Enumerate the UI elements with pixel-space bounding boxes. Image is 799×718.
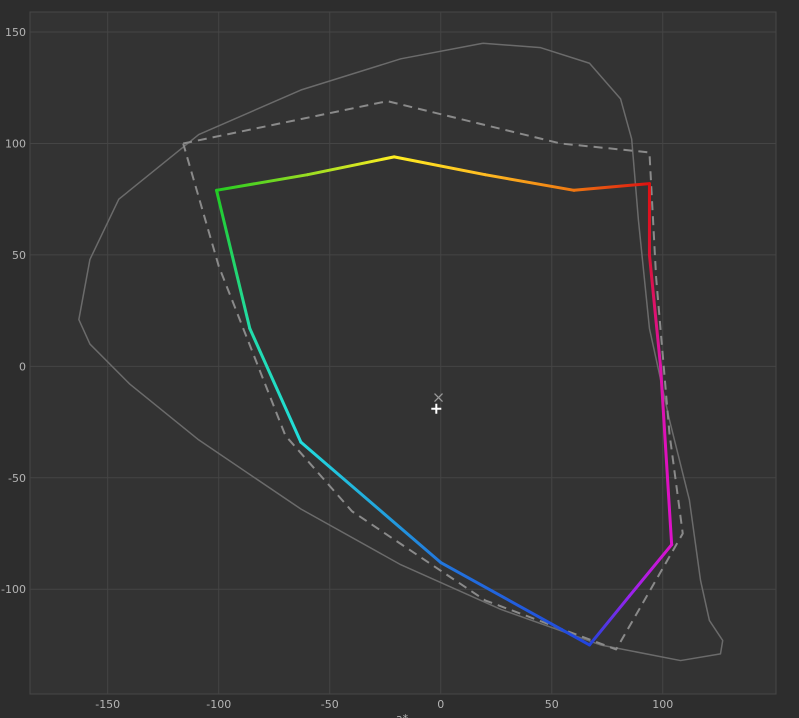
y-tick-label: 150 <box>5 26 26 39</box>
gamut-edge <box>572 182 651 192</box>
y-tick-label: -100 <box>1 583 26 596</box>
gamut-edge <box>439 561 591 647</box>
x-tick-label: -100 <box>206 698 231 711</box>
marker-cross <box>434 393 443 403</box>
gamut-edge <box>299 440 443 565</box>
x-tick-label: 100 <box>652 698 673 711</box>
gamut-edge <box>215 173 310 192</box>
gamut-edge <box>588 594 631 647</box>
x-axis-label: a* <box>396 712 409 718</box>
gamut-edge <box>392 155 487 177</box>
x-tick-label: 0 <box>437 698 444 711</box>
gamut-edge <box>647 253 663 368</box>
y-tick-label: 100 <box>5 137 26 150</box>
gamut-edge <box>659 364 674 547</box>
gamut-edge <box>215 188 252 330</box>
y-tick-label: -50 <box>8 472 26 485</box>
y-tick-label: 0 <box>19 360 26 373</box>
gamut-outline <box>78 42 724 662</box>
gamut-edge <box>306 155 396 177</box>
plot-area <box>29 11 777 695</box>
marker-plus <box>431 403 442 414</box>
gamut-edge <box>483 173 576 192</box>
gamut-edge <box>248 326 303 444</box>
y-tick-label: 50 <box>12 249 26 262</box>
x-tick-label: -50 <box>321 698 339 711</box>
gamut-dashed <box>182 100 684 651</box>
x-tick-label: 50 <box>545 698 559 711</box>
x-tick-label: -150 <box>95 698 120 711</box>
gamut-edge <box>627 543 674 598</box>
